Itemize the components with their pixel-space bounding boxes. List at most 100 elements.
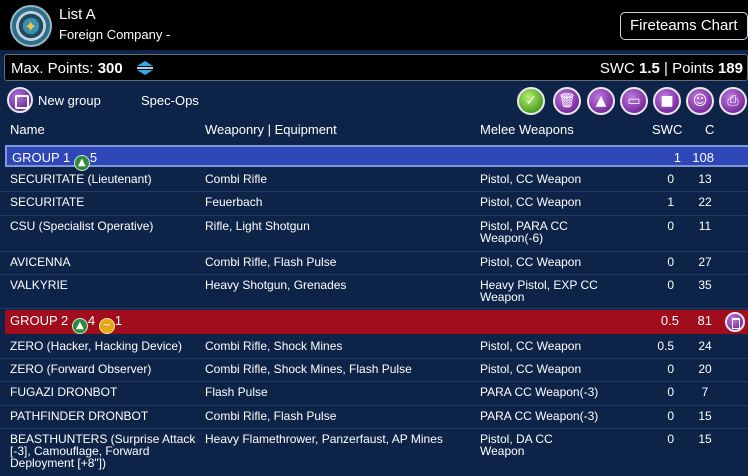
fireteams-chart-button[interactable]: Fireteams Chart <box>620 12 748 40</box>
col-weapons: Weaponry | Equipment <box>205 122 337 137</box>
save-icon[interactable]: ■ <box>653 87 681 115</box>
group-title: GROUP 2 ▲ 4 ~1 <box>10 313 122 334</box>
unit-cost: 13 <box>698 172 712 186</box>
unit-cost: 22 <box>698 195 712 209</box>
print-icon[interactable]: ⎙ <box>719 87 747 115</box>
irregular-order-icon: ~ <box>98 318 115 334</box>
unit-name: SECURITATE (Lieutenant) <box>10 172 152 186</box>
unit-cost: 20 <box>698 362 712 376</box>
irregular-count: 1 <box>114 313 122 328</box>
table-row[interactable]: SECURITATE (Lieutenant) Combi Rifle Pist… <box>0 169 748 192</box>
table-row[interactable]: FUGAZI DRONBOT Flash Pulse PARA CC Weapo… <box>0 382 748 406</box>
unit-name: BEASTHUNTERS (Surprise Attack [-3], Camo… <box>10 432 196 470</box>
toolbar: New group Spec-Ops ✓ 🗑 ▲ ▭ ■ ☺ ⎙ <box>0 84 748 118</box>
unit-swc: 0 <box>667 432 674 446</box>
group-name: GROUP 1 <box>12 150 71 165</box>
unit-melee: Pistol, DA CC Weapon <box>480 432 553 458</box>
faction-logo: ✦ <box>10 5 52 47</box>
unit-swc: 0 <box>667 255 674 269</box>
unit-melee: Pistol, PARA CC Weapon(-6) <box>480 219 568 245</box>
list-title: List A <box>59 6 96 23</box>
table-row[interactable]: VALKYRIE Heavy Shotgun, Grenades Heavy P… <box>0 275 748 309</box>
unit-name: ZERO (Forward Observer) <box>10 362 152 376</box>
swc-label: SWC <box>599 60 635 77</box>
unit-swc: 1 <box>667 195 674 209</box>
points-label: Points <box>672 60 714 77</box>
unit-melee: PARA CC Weapon(-3) <box>480 385 599 399</box>
unit-cost: 11 <box>698 219 712 233</box>
company-name: Foreign Company - <box>59 27 171 42</box>
points-selector-icon[interactable] <box>136 61 154 75</box>
unit-melee: Pistol, CC Weapon <box>480 339 582 353</box>
new-group-button[interactable]: New group <box>38 93 101 108</box>
unit-weapons: Flash Pulse <box>205 385 268 399</box>
order-count: 5 <box>89 150 98 165</box>
unit-name: ZERO (Hacker, Hacking Device) <box>10 339 183 353</box>
group-swc: 0.5 <box>660 313 679 328</box>
group-cost: 81 <box>697 313 712 328</box>
table-row[interactable]: ZERO (Forward Observer) Combi Rifle, Sho… <box>0 359 748 382</box>
unit-melee: Pistol, CC Weapon <box>480 255 582 269</box>
unit-swc: 0 <box>667 385 674 399</box>
face-icon[interactable]: ☺ <box>686 87 714 115</box>
col-melee: Melee Weapons <box>480 122 574 137</box>
unit-name: SECURITATE <box>10 195 85 209</box>
unit-melee: Heavy Pistol, EXP CC Weapon <box>480 278 598 304</box>
unit-melee: Pistol, CC Weapon <box>480 195 582 209</box>
table-row[interactable]: AVICENNA Combi Rifle, Flash Pulse Pistol… <box>0 252 748 275</box>
column-headers: Name Weaponry | Equipment Melee Weapons … <box>0 120 748 142</box>
unit-melee: PARA CC Weapon(-3) <box>480 409 599 423</box>
star-icon: ✦ <box>24 17 38 36</box>
trash-icon[interactable]: 🗑 <box>553 87 581 115</box>
unit-name: FUGAZI DRONBOT <box>10 385 118 399</box>
unit-cost: 15 <box>698 409 712 423</box>
max-points-label: Max. Points: <box>11 60 94 77</box>
swc-value: 1.5 <box>638 60 660 77</box>
unit-weapons: Combi Rifle, Flash Pulse <box>205 409 337 423</box>
unit-name: CSU (Specialist Operative) <box>10 219 154 233</box>
delete-group-icon[interactable] <box>725 312 745 332</box>
unit-cost: 35 <box>698 278 712 292</box>
col-swc: SWC <box>652 122 683 137</box>
unit-swc: 0 <box>667 278 674 292</box>
group-header[interactable]: GROUP 2 ▲ 4 ~1 0.5 81 <box>5 310 748 334</box>
unit-melee: Pistol, CC Weapon <box>480 172 582 186</box>
table-row[interactable]: BEASTHUNTERS (Surprise Attack [-3], Camo… <box>0 429 748 476</box>
unit-weapons: Combi Rifle <box>205 172 268 186</box>
group-header[interactable]: GROUP 1 ▲ 5 1 108 <box>5 145 748 171</box>
unit-swc: 0.5 <box>657 339 674 353</box>
unit-cost: 27 <box>698 255 712 269</box>
unit-swc: 0 <box>667 172 674 186</box>
warning-icon[interactable]: ▲ <box>587 87 615 115</box>
table-row[interactable]: CSU (Specialist Operative) Rifle, Light … <box>0 216 748 252</box>
group-cost: 108 <box>692 150 714 165</box>
max-points[interactable]: Max. Points: 300 <box>11 60 123 77</box>
points-bar: Max. Points: 300 SWC 1.5 | Points 189 <box>4 54 748 81</box>
col-c: C <box>705 122 715 137</box>
unit-swc: 0 <box>667 219 674 233</box>
table-row[interactable]: SECURITATE Feuerbach Pistol, CC Weapon 1… <box>0 192 748 216</box>
unit-cost: 24 <box>698 339 712 353</box>
spec-ops-button[interactable]: Spec-Ops <box>141 93 199 108</box>
chat-icon[interactable]: ▭ <box>620 87 648 115</box>
unit-weapons: Rifle, Light Shotgun <box>205 219 310 233</box>
new-group-icon[interactable] <box>7 87 33 113</box>
unit-cost: 15 <box>698 432 712 446</box>
unit-weapons: Combi Rifle, Shock Mines <box>205 339 343 353</box>
unit-weapons: Combi Rifle, Shock Mines, Flash Pulse <box>205 362 412 376</box>
points-summary: SWC 1.5 | Points 189 <box>600 60 743 77</box>
unit-name: PATHFINDER DRONBOT <box>10 409 149 423</box>
unit-weapons: Heavy Flamethrower, Panzerfaust, AP Mine… <box>205 432 443 446</box>
table-row[interactable]: ZERO (Hacker, Hacking Device) Combi Rifl… <box>0 336 748 359</box>
group-swc: 1 <box>673 150 681 165</box>
app-header: ✦ List A Foreign Company - Fireteams Cha… <box>0 0 748 50</box>
regular-order-icon: ▲ <box>71 318 88 334</box>
check-icon[interactable]: ✓ <box>517 87 545 115</box>
separator: | <box>664 60 668 77</box>
regular-order-icon: ▲ <box>73 155 90 171</box>
col-name: Name <box>10 122 45 137</box>
points-value: 189 <box>717 60 743 77</box>
table-row[interactable]: PATHFINDER DRONBOT Combi Rifle, Flash Pu… <box>0 406 748 429</box>
unit-weapons: Combi Rifle, Flash Pulse <box>205 255 337 269</box>
unit-weapons: Heavy Shotgun, Grenades <box>205 278 347 292</box>
